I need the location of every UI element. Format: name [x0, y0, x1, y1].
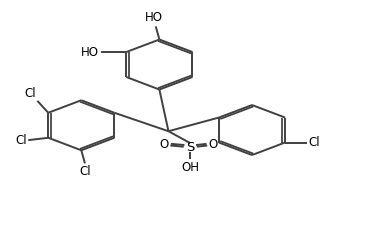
Text: Cl: Cl [309, 136, 320, 149]
Text: HO: HO [145, 11, 163, 24]
Text: OH: OH [181, 161, 199, 174]
Text: Cl: Cl [25, 87, 36, 100]
Text: O: O [160, 138, 169, 151]
Text: HO: HO [81, 46, 99, 59]
Text: S: S [186, 141, 194, 154]
Text: O: O [209, 138, 218, 151]
Text: Cl: Cl [79, 165, 91, 178]
Text: Cl: Cl [16, 134, 27, 147]
